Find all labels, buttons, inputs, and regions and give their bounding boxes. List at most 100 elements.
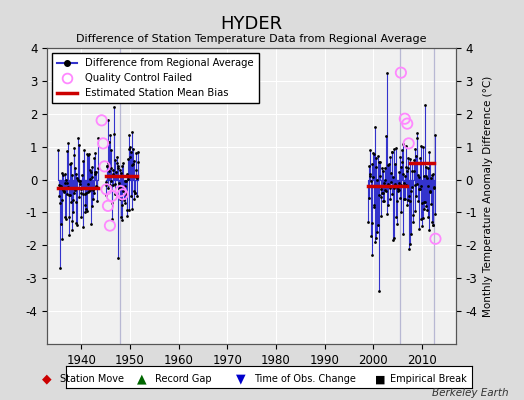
Point xyxy=(366,173,374,179)
Legend: Difference from Regional Average, Quality Control Failed, Estimated Station Mean: Difference from Regional Average, Qualit… xyxy=(52,53,259,103)
Point xyxy=(406,241,414,247)
Point xyxy=(365,195,373,201)
Point xyxy=(101,163,109,170)
Point xyxy=(124,176,132,182)
Point xyxy=(408,184,416,190)
Point xyxy=(414,172,422,178)
Point xyxy=(400,196,409,202)
Point xyxy=(91,169,99,175)
Point xyxy=(90,155,99,162)
Point xyxy=(415,226,423,232)
Point xyxy=(403,164,412,171)
Point xyxy=(77,186,85,192)
Point xyxy=(66,192,74,198)
Point xyxy=(411,208,420,214)
Point xyxy=(83,208,91,214)
Point xyxy=(120,197,128,204)
Point xyxy=(430,185,439,192)
Point xyxy=(78,185,86,191)
Point xyxy=(427,175,435,181)
Point xyxy=(369,202,378,209)
Point xyxy=(420,206,428,212)
Point xyxy=(384,181,392,187)
Point xyxy=(113,163,122,170)
Point xyxy=(394,186,402,192)
Point xyxy=(379,168,387,174)
Point xyxy=(126,154,134,160)
Point xyxy=(102,191,111,198)
Point xyxy=(387,170,396,177)
Point xyxy=(105,132,114,138)
Point xyxy=(133,193,141,200)
Point xyxy=(385,185,394,191)
Point xyxy=(107,216,116,222)
Point xyxy=(381,133,390,139)
Point xyxy=(370,239,379,245)
Point xyxy=(61,180,70,187)
Point xyxy=(79,158,87,164)
Point xyxy=(377,186,385,192)
Point xyxy=(384,162,392,169)
Point xyxy=(63,191,72,198)
Point xyxy=(383,210,391,217)
Point xyxy=(400,180,408,186)
Point xyxy=(398,158,407,165)
Point xyxy=(56,265,64,272)
Point xyxy=(69,152,78,158)
Point xyxy=(99,140,107,146)
Point xyxy=(405,246,413,252)
Point xyxy=(116,188,125,194)
Point xyxy=(79,224,88,230)
Point xyxy=(91,171,100,178)
Point xyxy=(402,167,411,174)
Point xyxy=(105,138,113,145)
Point xyxy=(79,191,87,197)
Point xyxy=(413,198,422,204)
Point xyxy=(61,177,70,184)
Point xyxy=(82,205,90,212)
Point xyxy=(78,172,86,179)
Point xyxy=(118,191,127,198)
Point xyxy=(93,197,101,204)
Point xyxy=(394,188,402,194)
Point xyxy=(372,155,380,162)
Point xyxy=(409,212,417,218)
Point xyxy=(64,184,72,190)
Point xyxy=(106,178,115,184)
Point xyxy=(92,183,101,190)
Point xyxy=(405,193,413,200)
Point xyxy=(376,159,384,165)
Point xyxy=(392,198,401,204)
Point xyxy=(389,173,397,180)
Point xyxy=(66,160,74,167)
Point xyxy=(418,200,427,206)
Point xyxy=(115,180,123,186)
Point xyxy=(127,162,136,168)
Point xyxy=(376,173,384,179)
Point xyxy=(133,174,141,181)
Point xyxy=(391,161,399,167)
Point xyxy=(81,191,89,198)
Text: Time of Obs. Change: Time of Obs. Change xyxy=(254,374,356,384)
Point xyxy=(396,154,404,160)
Point xyxy=(73,222,81,228)
Point xyxy=(409,219,418,225)
Point xyxy=(130,190,139,196)
Point xyxy=(395,169,403,176)
Point xyxy=(65,192,73,198)
Point xyxy=(389,185,398,192)
Point xyxy=(422,164,431,170)
Point xyxy=(103,117,112,124)
Point xyxy=(88,164,96,170)
Point xyxy=(400,173,409,179)
Point xyxy=(374,153,382,159)
Point xyxy=(411,146,419,152)
Point xyxy=(89,203,97,209)
Point xyxy=(368,252,377,258)
Point xyxy=(407,188,416,194)
Point xyxy=(108,200,116,206)
Point xyxy=(74,177,82,184)
Point xyxy=(412,152,420,159)
Point xyxy=(110,131,118,138)
Point xyxy=(367,178,375,184)
